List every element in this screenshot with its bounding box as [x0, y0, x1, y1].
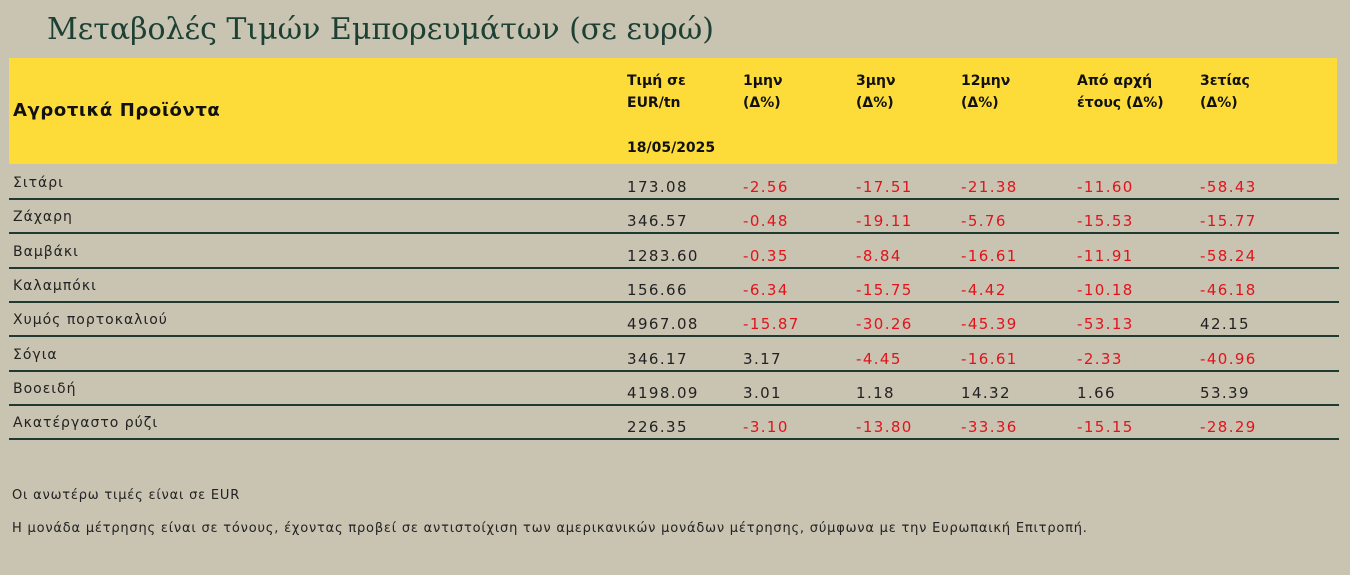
note-units: Η μονάδα μέτρησης είναι σε τόνους, έχοντ…	[12, 521, 1088, 536]
table-row: Ακατέργαστο ρύζι 226.35 -3.10 -13.80 -33.36 -…	[9, 406, 1339, 441]
commodity-name: Βαμβάκι	[13, 243, 79, 260]
change-cell: -11.91	[1077, 246, 1134, 265]
price-cell: 1283.60	[627, 246, 699, 265]
change-cell: -2.56	[743, 178, 789, 196]
price-cell: 226.35	[627, 418, 688, 437]
row-divider	[9, 232, 1339, 235]
change-cell: -3.10	[743, 418, 789, 437]
change-cell: -5.76	[961, 212, 1007, 231]
change-cell: -30.26	[856, 315, 913, 334]
row-divider	[9, 438, 1339, 441]
change-cell: -16.61	[961, 349, 1018, 368]
col-header-line1: 1μην	[743, 73, 783, 89]
commodity-name: Ζάχαρη	[13, 209, 73, 226]
change-cell: 3.17	[743, 349, 782, 368]
commodity-name: Βοοειδή	[13, 380, 77, 397]
change-cell: -33.36	[961, 418, 1018, 437]
price-cell: 346.17	[627, 349, 688, 368]
change-cell: -17.51	[856, 178, 913, 196]
price-header-line2: EUR/tn	[627, 95, 681, 111]
commodity-name: Ακατέργαστο ρύζι	[13, 415, 159, 432]
table-row: Καλαμπόκι 156.66 -6.34 -15.75 -4.42 -10.18 -46…	[9, 269, 1339, 303]
col-header-line2: (Δ%)	[743, 95, 781, 111]
col-header-3y: 3ετίας (Δ%)	[1200, 70, 1250, 114]
table-row: Σιτάρι 173.08 -2.56 -17.51 -21.38 -11.60 -58.4…	[9, 166, 1339, 200]
change-cell: -13.80	[856, 418, 913, 437]
change-cell: -53.13	[1077, 315, 1134, 334]
page-title: Μεταβολές Τιμών Εμπορευμάτων (σε ευρώ)	[47, 12, 714, 47]
table-row: Σόγια 346.17 3.17 -4.45 -16.61 -2.33 -40.96	[9, 338, 1339, 372]
section-title: Αγροτικά Προϊόντα	[13, 100, 221, 121]
change-cell: 14.32	[961, 383, 1011, 402]
change-cell: -15.87	[743, 315, 800, 334]
price-column-header: Τιμή σε EUR/tn	[627, 70, 686, 114]
change-cell: -4.42	[961, 280, 1007, 299]
commodity-name: Σιτάρι	[13, 175, 64, 191]
col-header-line1: 3μην	[856, 73, 896, 89]
change-cell: -15.53	[1077, 212, 1134, 231]
row-divider	[9, 300, 1339, 303]
price-cell: 173.08	[627, 178, 688, 196]
table-row: Βαμβάκι 1283.60 -0.35 -8.84 -16.61 -11.91 -58.…	[9, 235, 1339, 269]
table-row: Χυμός πορτοκαλιού 4967.08 -15.87 -30.26 -45.…	[9, 303, 1339, 338]
change-cell: 42.15	[1200, 315, 1250, 334]
change-cell: -4.45	[856, 349, 902, 368]
change-cell: -15.15	[1077, 418, 1134, 437]
commodity-name: Σόγια	[13, 346, 58, 363]
price-cell: 156.66	[627, 280, 688, 299]
price-cell: 346.57	[627, 212, 688, 231]
note-currency: Οι ανωτέρω τιμές είναι σε EUR	[12, 488, 241, 503]
change-cell: -11.60	[1077, 178, 1134, 196]
change-cell: -15.75	[856, 280, 913, 299]
row-divider	[9, 369, 1339, 372]
change-cell: -16.61	[961, 246, 1018, 265]
change-cell: -28.29	[1200, 418, 1257, 437]
commodity-name: Χυμός πορτοκαλιού	[13, 312, 168, 329]
change-cell: -2.33	[1077, 349, 1123, 368]
change-cell: -21.38	[961, 178, 1018, 196]
change-cell: -0.35	[743, 246, 789, 265]
table-header: Αγροτικά Προϊόντα Τιμή σε EUR/tn 18/05/2…	[9, 58, 1337, 164]
change-cell: -58.24	[1200, 246, 1257, 265]
col-header-line1: Από αρχή	[1077, 73, 1153, 89]
table-row: Βοοειδή 4198.09 3.01 1.18 14.32 1.66 53.39	[9, 372, 1339, 406]
price-cell: 4967.08	[627, 315, 699, 334]
price-cell: 4198.09	[627, 383, 699, 402]
commodity-name: Καλαμπόκι	[13, 277, 97, 294]
change-cell: -46.18	[1200, 280, 1257, 299]
change-cell: -15.77	[1200, 212, 1257, 231]
col-header-3m: 3μην (Δ%)	[856, 70, 896, 114]
price-header-line1: Τιμή σε	[627, 73, 686, 89]
change-cell: -8.84	[856, 246, 902, 265]
change-cell: -0.48	[743, 212, 789, 231]
col-header-line2: έτους (Δ%)	[1077, 95, 1164, 111]
col-header-line2: (Δ%)	[856, 95, 894, 111]
col-header-line2: (Δ%)	[961, 95, 999, 111]
col-header-ytd: Από αρχή έτους (Δ%)	[1077, 70, 1164, 114]
row-divider	[9, 403, 1339, 406]
change-cell: -6.34	[743, 280, 789, 299]
row-divider	[9, 198, 1339, 200]
change-cell: -10.18	[1077, 280, 1134, 299]
row-divider	[9, 266, 1339, 269]
change-cell: 1.18	[856, 383, 895, 402]
change-cell: -40.96	[1200, 349, 1257, 368]
col-header-1m: 1μην (Δ%)	[743, 70, 783, 114]
change-cell: -58.43	[1200, 178, 1257, 196]
change-cell: 3.01	[743, 383, 782, 402]
col-header-line2: (Δ%)	[1200, 95, 1238, 111]
col-header-line1: 12μην	[961, 73, 1011, 89]
col-header-12m: 12μην (Δ%)	[961, 70, 1010, 114]
change-cell: -19.11	[856, 212, 913, 231]
col-header-line1: 3ετίας	[1200, 73, 1250, 89]
row-divider	[9, 335, 1339, 338]
table-row: Ζάχαρη 346.57 -0.48 -19.11 -5.76 -15.53 -15.77	[9, 200, 1339, 235]
change-cell: 53.39	[1200, 383, 1250, 402]
change-cell: 1.66	[1077, 383, 1116, 402]
change-cell: -45.39	[961, 315, 1018, 334]
price-date: 18/05/2025	[627, 140, 716, 156]
